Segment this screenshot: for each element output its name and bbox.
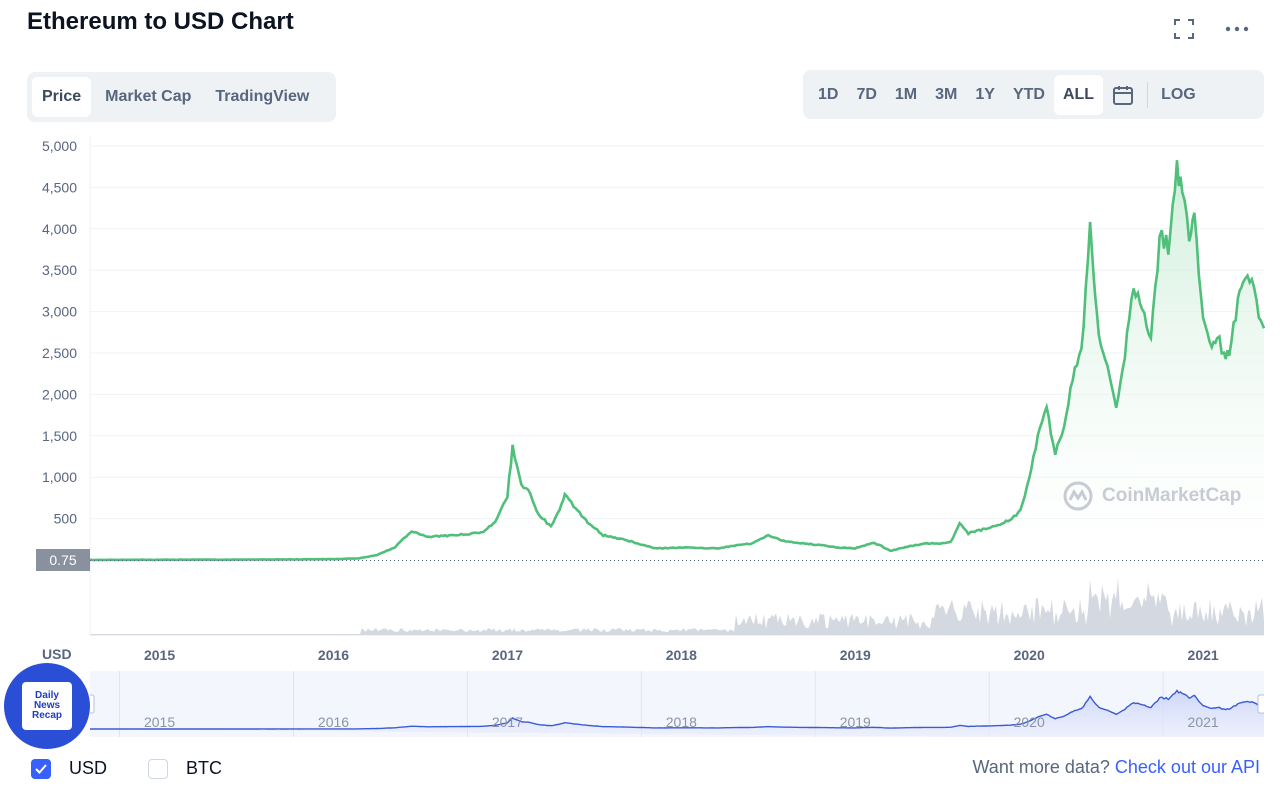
y-tick-label: 4,500: [42, 179, 77, 195]
x-tick-label: 2015: [144, 647, 175, 663]
daily-news-recap-logo: Daily News Recap: [4, 663, 90, 749]
y-tick-label: 5,000: [42, 138, 77, 154]
log-scale-toggle[interactable]: LOG: [1152, 75, 1205, 115]
price-chart: 500 1,000 1,500 2,000 2,500 3,000 3,500 4,000 4,…: [0, 130, 1280, 670]
fullscreen-icon[interactable]: [1169, 14, 1199, 44]
currency-axis-label: USD: [42, 646, 72, 662]
range-navigator[interactable]: 2015 2016 2017 2018 2019 2020 2021: [90, 671, 1264, 737]
x-tick-label: 2021: [1188, 647, 1219, 663]
x-tick-label: 2016: [318, 647, 349, 663]
api-link[interactable]: Check out our API: [1115, 757, 1260, 777]
navigator-year-label: 2016: [318, 714, 349, 730]
navigator-left-handle: [90, 695, 94, 713]
range-all[interactable]: ALL: [1054, 75, 1103, 115]
tab-market-cap[interactable]: Market Cap: [95, 77, 201, 117]
usd-toggle[interactable]: USD: [31, 758, 107, 779]
navigator-year-label: 2019: [840, 714, 871, 730]
coinmarketcap-logo-icon: [1062, 480, 1094, 512]
divider: [1147, 82, 1148, 108]
x-tick-label: 2020: [1014, 647, 1045, 663]
calendar-icon[interactable]: [1103, 75, 1143, 115]
watermark: CoinMarketCap: [1062, 480, 1241, 512]
navigator-year-label: 2020: [1014, 714, 1045, 730]
usd-checkbox[interactable]: [31, 759, 51, 779]
range-1m[interactable]: 1M: [886, 75, 926, 115]
y-tick-label: 4,000: [42, 221, 77, 237]
volume-bars: [90, 578, 1264, 635]
page-title: Ethereum to USD Chart: [27, 8, 294, 36]
current-price-tag: 0.75: [36, 549, 90, 571]
x-tick-label: 2019: [840, 647, 871, 663]
y-axis-labels: 500 1,000 1,500 2,000 2,500 3,000 3,500 4,000 4,…: [42, 138, 77, 527]
api-promo: Want more data? Check out our API: [972, 757, 1260, 778]
logo-text-3: Recap: [32, 711, 62, 721]
navigator-year-label: 2017: [492, 714, 523, 730]
y-tick-label: 3,500: [42, 262, 77, 278]
y-tick-label: 2,000: [42, 386, 77, 402]
btc-checkbox[interactable]: [148, 759, 168, 779]
watermark-text: CoinMarketCap: [1102, 485, 1241, 507]
navigator-year-label: 2015: [144, 714, 175, 730]
navigator-year-label: 2018: [666, 714, 697, 730]
x-tick-label: 2017: [492, 647, 523, 663]
y-tick-label: 1,000: [42, 469, 77, 485]
chart-type-tabs: Price Market Cap TradingView: [27, 72, 336, 122]
btc-toggle[interactable]: BTC: [148, 758, 222, 779]
range-3m[interactable]: 3M: [926, 75, 966, 115]
navigator-year-label: 2021: [1188, 714, 1219, 730]
x-tick-label: 2018: [666, 647, 697, 663]
tab-price[interactable]: Price: [32, 77, 91, 117]
x-axis-labels: 2015 2016 2017 2018 2019 2020 2021: [144, 647, 1219, 663]
range-7d[interactable]: 7D: [847, 75, 885, 115]
y-tick-label: 500: [54, 511, 78, 527]
range-1y[interactable]: 1Y: [966, 75, 1004, 115]
time-range-selector: 1D 7D 1M 3M 1Y YTD ALL LOG: [803, 70, 1264, 119]
usd-toggle-label: USD: [69, 758, 107, 779]
api-prompt: Want more data?: [972, 757, 1109, 777]
y-tick-label: 2,500: [42, 345, 77, 361]
btc-toggle-label: BTC: [186, 758, 222, 779]
more-options-icon[interactable]: [1222, 14, 1252, 44]
navigator-right-handle: [1258, 695, 1264, 713]
y-tick-label: 3,000: [42, 304, 77, 320]
range-ytd[interactable]: YTD: [1004, 75, 1054, 115]
y-tick-label: 1,500: [42, 428, 77, 444]
tab-tradingview[interactable]: TradingView: [205, 77, 319, 117]
range-1d[interactable]: 1D: [809, 75, 847, 115]
